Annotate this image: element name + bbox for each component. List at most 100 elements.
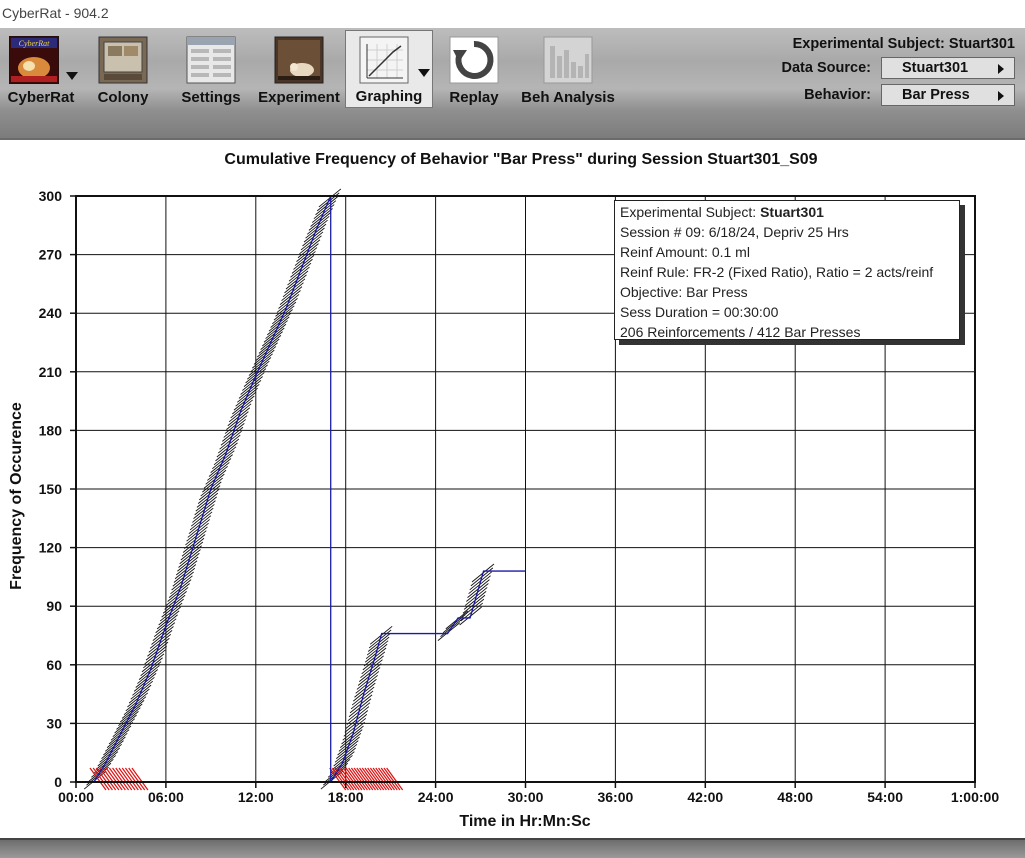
status-bar <box>0 840 1025 858</box>
y-axis-label: Frequency of Occurence <box>8 402 25 590</box>
reinforcement-mark <box>92 767 110 791</box>
x-axis-label: Time in Hr:Mn:Sc <box>459 813 590 830</box>
reinforcement-mark <box>89 767 107 791</box>
reinforcement-mark <box>131 767 149 791</box>
info-duration: Sess Duration = 00:30:00 <box>620 304 779 320</box>
reinforcement-mark <box>386 767 404 791</box>
x-tick-label: 00:00 <box>58 789 94 805</box>
beh-analysis-icon <box>543 36 593 84</box>
reinforcement-mark <box>112 767 130 791</box>
y-tick-label: 180 <box>39 422 63 438</box>
reinforcement-mark <box>128 767 146 791</box>
chevron-down-icon[interactable] <box>418 69 430 77</box>
y-tick-label: 120 <box>39 540 63 556</box>
x-tick-label: 1:00:00 <box>951 789 999 805</box>
y-tick-label: 300 <box>39 188 63 204</box>
reinforcement-mark <box>340 767 358 791</box>
y-tick-label: 270 <box>39 247 63 263</box>
reinforcement-mark <box>108 767 126 791</box>
replay-icon <box>449 36 499 84</box>
tool-beh-analysis[interactable]: Beh Analysis <box>516 32 620 108</box>
tool-experiment[interactable]: Experiment <box>256 32 342 108</box>
x-tick-label: 42:00 <box>687 789 723 805</box>
behavior-label: Behavior: <box>804 87 871 103</box>
tool-label: Graphing <box>355 88 423 105</box>
x-tick-label: 54:00 <box>867 789 903 805</box>
chevron-down-icon[interactable] <box>66 72 78 80</box>
tool-label: Beh Analysis <box>521 89 615 106</box>
reinforcement-mark <box>372 767 390 791</box>
reinforcement-mark <box>356 767 374 791</box>
reinforcement-mark <box>329 767 347 791</box>
reinforcement-mark <box>367 767 385 791</box>
reinforcement-mark <box>105 767 123 791</box>
x-tick-label: 24:00 <box>418 789 454 805</box>
reinforcement-mark <box>375 767 393 791</box>
cyberrat-logo-icon: CyberRat <box>8 35 60 85</box>
y-tick-label: 240 <box>39 305 63 321</box>
x-tick-label: 36:00 <box>597 789 633 805</box>
reinforcement-mark <box>118 767 136 791</box>
tool-settings[interactable]: Settings <box>176 32 246 108</box>
info-subject-name: Stuart301 <box>760 204 824 220</box>
reinforcement-mark <box>378 767 396 791</box>
y-tick-labels: 0 30 60 90 120 150 180 210 240 270 300 <box>39 188 76 790</box>
info-summary: 206 Reinforcements / 412 Bar Presses <box>620 324 861 340</box>
settings-icon <box>186 36 236 84</box>
graphing-icon <box>359 36 409 84</box>
info-subject-prefix: Experimental Subject: <box>620 204 761 220</box>
experiment-icon <box>274 36 324 84</box>
data-source-button[interactable]: Stuart301 <box>881 57 1015 80</box>
cumulative-line <box>93 195 332 783</box>
x-tick-labels: 00:00 06:00 12:00 18:00 24:00 30:00 36:00 42:00… <box>58 782 999 805</box>
reinforcement-mark <box>383 767 401 791</box>
reinforcement-mark <box>121 767 139 791</box>
chart-title: Cumulative Frequency of Behavior "Bar Pr… <box>224 151 817 168</box>
y-tick-label: 30 <box>46 715 62 731</box>
svg-text:CyberRat: CyberRat <box>19 39 50 48</box>
y-tick-label: 60 <box>46 657 62 673</box>
reinforcement-mark <box>124 767 142 791</box>
reinforcement-mark <box>345 767 363 791</box>
reinforcement-mark <box>380 767 398 791</box>
x-tick-label: 18:00 <box>328 789 364 805</box>
tool-label: Settings <box>181 89 241 106</box>
y-tick-label: 150 <box>39 481 63 497</box>
reinforcement-mark <box>364 767 382 791</box>
behavior-row: Behavior: Bar Press <box>804 83 1015 107</box>
reinforcement-mark <box>350 767 368 791</box>
reinforcement-mark <box>337 767 355 791</box>
tool-replay[interactable]: Replay <box>442 32 506 108</box>
cumulative-line <box>330 570 526 783</box>
y-tick-label: 0 <box>54 774 62 790</box>
tool-label: Colony <box>97 89 149 106</box>
info-objective: Objective: Bar Press <box>620 284 748 300</box>
session-info-box: Experimental Subject: Stuart301 Session … <box>614 200 960 340</box>
behavior-button[interactable]: Bar Press <box>881 84 1015 107</box>
x-tick-label: 12:00 <box>238 789 274 805</box>
reinforcement-mark <box>369 767 387 791</box>
x-tick-label: 06:00 <box>148 789 184 805</box>
reinforcement-mark <box>361 767 379 791</box>
status-divider <box>0 838 1025 840</box>
window-title: CyberRat - 904.2 <box>2 5 109 21</box>
window-titlebar: CyberRat - 904.2 <box>0 0 1025 28</box>
tool-label: Replay <box>449 89 499 106</box>
tool-colony[interactable]: Colony <box>88 32 158 108</box>
x-tick-label: 48:00 <box>777 789 813 805</box>
info-reinf-rule: Reinf Rule: FR-2 (Fixed Ratio), Ratio = … <box>620 264 934 280</box>
reinforcement-mark <box>99 767 117 791</box>
data-source-value: Stuart301 <box>902 60 969 77</box>
reinforcement-mark <box>102 767 120 791</box>
main-toolbar: CyberRat CyberRat Colony <box>0 28 1025 138</box>
reinforcement-mark <box>342 767 360 791</box>
chevron-right-icon <box>998 91 1004 102</box>
reinforcement-mark <box>95 767 113 791</box>
info-session: Session # 09: 6/18/24, Depriv 25 Hrs <box>620 224 849 240</box>
info-reinf-amount: Reinf Amount: 0.1 ml <box>620 244 750 260</box>
y-tick-label: 90 <box>46 598 62 614</box>
reinforcement-mark <box>348 767 366 791</box>
tool-cyberrat[interactable]: CyberRat CyberRat <box>2 32 80 108</box>
reinforcement-marks <box>89 767 404 791</box>
tool-graphing[interactable]: Graphing <box>345 30 433 108</box>
